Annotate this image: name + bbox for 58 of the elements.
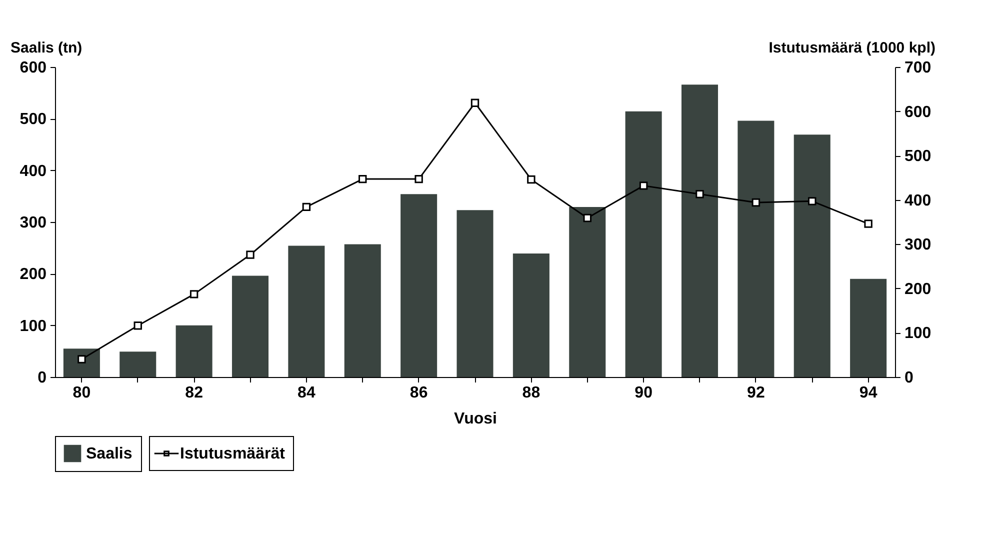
x-axis-title: Vuosi (454, 410, 497, 428)
bar (681, 84, 718, 377)
bar (569, 207, 606, 377)
bar (400, 194, 438, 377)
bar (344, 244, 381, 377)
point (527, 175, 536, 184)
bar (232, 276, 269, 377)
y2-tick-label: 700 (904, 60, 932, 76)
y-tick-label: 100 (20, 318, 47, 335)
point (583, 214, 592, 222)
y-tick-label: 300 (20, 214, 47, 232)
x-tick-label: 82 (185, 384, 204, 402)
y-tick-label: 500 (20, 111, 47, 128)
y2-tick-label: 600 (904, 104, 932, 121)
y2-tick-label: 400 (904, 192, 932, 210)
y-tick-label: 200 (20, 266, 47, 284)
legend-label: Istutusmäärät (180, 446, 286, 462)
x-tick-label: 90 (634, 384, 653, 402)
y-tick-label: 0 (38, 370, 47, 386)
point (246, 250, 254, 259)
x-tick-label: 92 (747, 384, 765, 402)
point (302, 202, 311, 212)
point (134, 322, 142, 330)
bar (738, 120, 774, 377)
point (864, 220, 872, 228)
x-tick-label: 94 (859, 384, 878, 402)
bar (176, 325, 212, 377)
y-tick-label: 600 (20, 60, 47, 76)
point (696, 190, 704, 198)
point (414, 174, 423, 184)
y2-tick-label: 100 (904, 325, 932, 342)
point (808, 197, 816, 206)
y-axis-title: Saalis (tn) (10, 40, 82, 56)
y2-tick-label: 0 (904, 370, 914, 386)
bar (456, 210, 494, 377)
point (639, 182, 648, 190)
point (358, 174, 367, 184)
x-tick-label: 86 (410, 384, 428, 402)
x-tick-label: 84 (298, 384, 316, 402)
y2-axis-title: Istutusmäärä (1000 kpl) (768, 40, 936, 56)
x-tick-label: 88 (522, 384, 540, 402)
y2-tick-label: 200 (904, 280, 932, 298)
bar (512, 254, 550, 377)
y-tick-label: 400 (20, 162, 47, 180)
legend-label: Saalis (86, 446, 132, 462)
point (190, 290, 198, 298)
bar (63, 348, 100, 377)
bar (288, 246, 325, 377)
bar (625, 111, 662, 377)
point (752, 198, 760, 207)
y2-tick-label: 300 (904, 236, 932, 254)
point (470, 98, 480, 107)
y2-tick-label: 500 (904, 148, 932, 166)
bar (120, 352, 156, 377)
bar (850, 278, 887, 377)
point (78, 355, 86, 364)
bar (794, 134, 830, 377)
x-tick-label: 80 (72, 384, 91, 402)
